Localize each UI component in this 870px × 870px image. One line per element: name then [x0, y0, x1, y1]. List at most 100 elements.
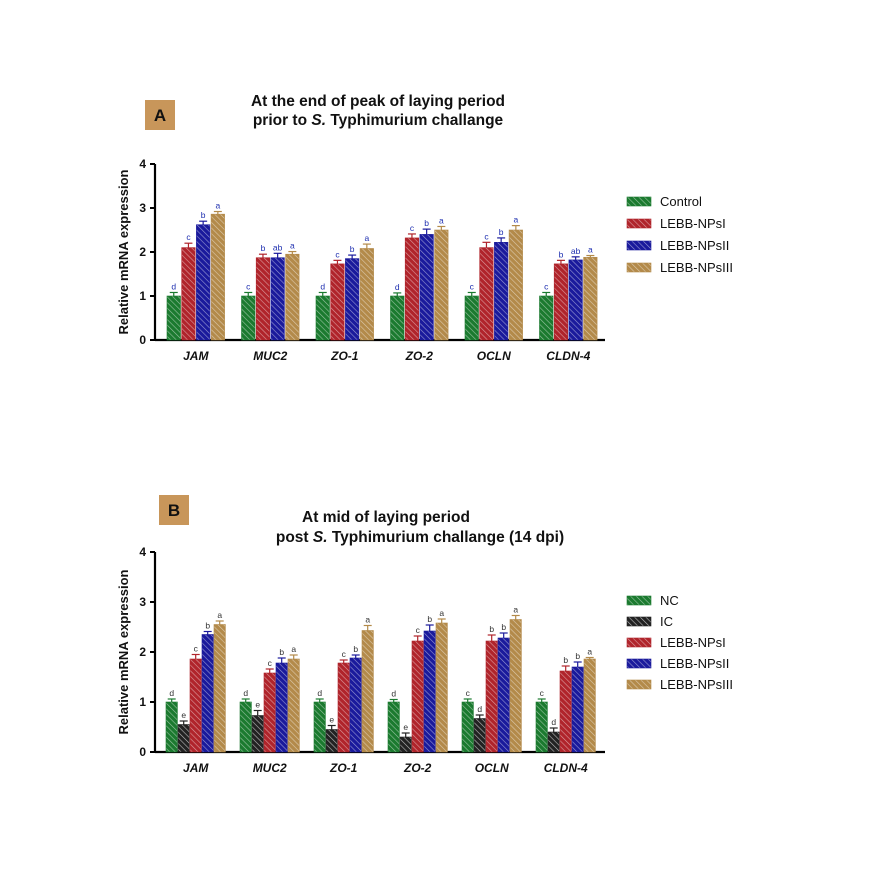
bar: [241, 295, 256, 341]
significance-letter: b: [559, 249, 564, 259]
significance-letter: b: [261, 243, 266, 253]
legend-swatch: [626, 262, 652, 273]
y-tick-label: 2: [139, 645, 146, 659]
x-tick-label: ZO-1: [329, 761, 358, 775]
bar: [251, 715, 264, 753]
y-tick-label: 3: [139, 201, 146, 215]
significance-letter: c: [470, 281, 475, 291]
legend-swatch: [626, 658, 652, 669]
significance-letter: a: [217, 610, 222, 620]
legend-swatch: [626, 240, 652, 251]
significance-letter: a: [587, 647, 592, 657]
bar: [419, 234, 434, 341]
significance-letter: a: [439, 215, 444, 225]
y-tick-label: 2: [139, 245, 146, 259]
bar: [177, 724, 190, 753]
bar: [399, 736, 412, 753]
significance-letter: c: [410, 223, 415, 233]
legend-label: LEBB-NPsIII: [660, 677, 733, 692]
legend-label: LEBB-NPsI: [660, 216, 726, 231]
significance-letter: a: [364, 233, 369, 243]
bar: [275, 662, 288, 753]
y-tick-label: 0: [139, 745, 146, 759]
significance-letter: c: [342, 649, 347, 659]
bar: [539, 295, 554, 341]
significance-letter: b: [424, 218, 429, 228]
x-tick-label: MUC2: [253, 349, 287, 363]
title-line2-post: Typhimurium challange: [326, 112, 504, 129]
legend-label: LEBB-NPsII: [660, 238, 729, 253]
bar: [315, 295, 330, 341]
x-tick-label: ZO-1: [330, 349, 359, 363]
significance-letter: d: [551, 717, 556, 727]
title-line2-pre: prior to: [253, 112, 312, 129]
bar: [547, 731, 560, 753]
bar: [508, 229, 523, 341]
x-tick-label: OCLN: [475, 761, 509, 775]
legend-swatch: [626, 595, 652, 606]
bar: [361, 630, 374, 753]
bar: [255, 257, 271, 341]
x-tick-label: CLDN-4: [544, 761, 588, 775]
significance-letter: d: [395, 282, 400, 292]
significance-letter: e: [255, 700, 260, 710]
significance-letter: e: [403, 722, 408, 732]
x-tick-label: MUC2: [253, 761, 287, 775]
legend-swatch: [626, 637, 652, 648]
x-tick-label: ZO-2: [403, 761, 432, 775]
title-line2-italic: S.: [313, 529, 328, 546]
panel-a: A At the end of peak of laying period prio…: [116, 93, 733, 363]
significance-letter: a: [290, 241, 295, 251]
legend-label: Control: [660, 194, 702, 209]
significance-letter: c: [335, 249, 340, 259]
legend-label: NC: [660, 593, 679, 608]
significance-letter: e: [181, 710, 186, 720]
bar: [509, 619, 522, 753]
bar: [210, 213, 225, 341]
bar: [196, 224, 211, 341]
significance-letter: e: [329, 715, 334, 725]
significance-letter: d: [477, 704, 482, 714]
bar: [494, 242, 509, 341]
significance-letter: a: [513, 215, 518, 225]
legend-label: LEBB-NPsIII: [660, 260, 733, 275]
significance-letter: b: [201, 210, 206, 220]
bar: [390, 295, 405, 341]
bar: [583, 256, 598, 341]
significance-letter: a: [513, 605, 518, 615]
y-tick-label: 1: [139, 695, 146, 709]
bar: [553, 263, 569, 341]
significance-letter: b: [427, 614, 432, 624]
significance-letter: c: [540, 688, 545, 698]
significance-letter: b: [350, 244, 355, 254]
significance-letter: b: [353, 644, 358, 654]
x-tick-label: ZO-2: [405, 349, 434, 363]
significance-letter: b: [205, 621, 210, 631]
significance-letter: c: [246, 281, 251, 291]
significance-letter: d: [320, 281, 325, 291]
bar: [464, 295, 479, 341]
bar: [325, 729, 338, 753]
y-tick-label: 1: [139, 289, 146, 303]
chart-title-line1: At mid of laying period: [302, 509, 470, 526]
bar: [435, 622, 448, 753]
x-tick-label: JAM: [183, 349, 209, 363]
title-line2-post: Typhimurium challange (14 dpi): [328, 529, 565, 546]
bar: [213, 624, 226, 753]
bar: [485, 640, 498, 753]
significance-letter: b: [489, 624, 494, 634]
legend-label: LEBB-NPsI: [660, 635, 726, 650]
significance-letter: a: [215, 201, 220, 211]
bar: [404, 237, 420, 341]
y-tick-label: 4: [139, 545, 146, 559]
panel-badge: [159, 495, 189, 525]
bar: [165, 701, 178, 753]
bar: [337, 662, 350, 753]
title-line2-pre: post: [276, 529, 313, 546]
legend-label: IC: [660, 614, 673, 629]
significance-letter: d: [171, 281, 176, 291]
bar: [461, 701, 474, 753]
y-tick-label: 3: [139, 595, 146, 609]
bar: [239, 701, 252, 753]
